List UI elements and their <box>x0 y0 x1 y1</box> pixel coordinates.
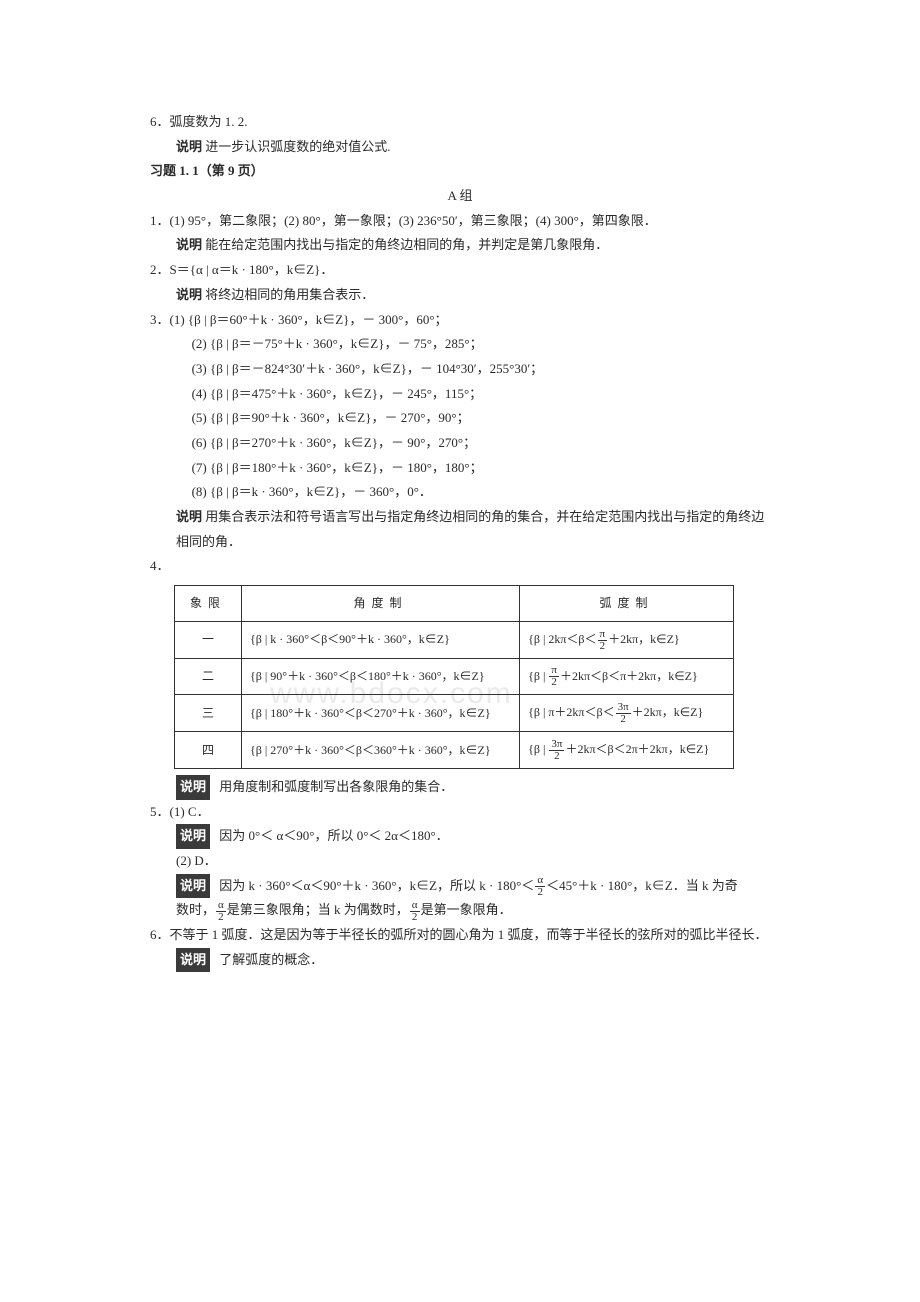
note-label: 说明 <box>176 237 202 252</box>
cell-radian: {β | π2＋2kπ＜β＜π＋2kπ，k∈Z} <box>520 658 734 695</box>
q3-line: (7) {β | β＝180°＋k · 360°，k∈Z}，－ 180°，180… <box>150 456 770 481</box>
fraction: π2 <box>598 629 608 652</box>
q4-num: 4． <box>150 554 770 579</box>
col-header: 象限 <box>175 586 242 622</box>
cell-radian: {β | π＋2kπ＜β＜3π2＋2kπ，k∈Z} <box>520 695 734 732</box>
cell-radian: {β | 2kπ＜β＜π2＋2kπ，k∈Z} <box>520 621 734 658</box>
q2-note: 说明 将终边相同的角用集合表示． <box>150 283 770 308</box>
rad-pre: {β | π＋2kπ＜β＜ <box>528 705 615 719</box>
note-text: 进一步认识弧度数的绝对值公式. <box>205 139 390 154</box>
rad-pre: {β | <box>528 742 548 756</box>
fraction: α2 <box>216 900 226 923</box>
note-label: 说明 <box>176 139 202 154</box>
cell-radian: {β | 3π2＋2kπ＜β＜2π＋2kπ，k∈Z} <box>520 732 734 769</box>
q4-note: 说明 用角度制和弧度制写出各象限角的集合． <box>150 775 770 800</box>
rad-post: ＋2kπ，k∈Z} <box>608 632 680 646</box>
q3-line: (3) {β | β＝－824°30′＋k · 360°，k∈Z}，－ 104°… <box>150 357 770 382</box>
note-label: 说明 <box>176 287 202 302</box>
q2-text: 2．S＝{α | α＝k · 180°，k∈Z}． <box>150 258 770 283</box>
rad-pre: {β | <box>528 669 548 683</box>
col-header: 角度制 <box>242 586 520 622</box>
cell-quadrant: 一 <box>175 621 242 658</box>
note-text: ＜45°＋k · 180°，k∈Z．当 k 为奇 <box>546 878 738 893</box>
q5-p1: 5．(1) C． <box>150 800 770 825</box>
note-text: 了解弧度的概念． <box>219 952 323 967</box>
table-row: 三 {β | 180°＋k · 360°＜β＜270°＋k · 360°，k∈Z… <box>175 695 734 732</box>
note-label: 说明 <box>176 824 210 849</box>
q3-note: 说明 用集合表示法和符号语言写出与指定角终边相同的角的集合，并在给定范围内找出与… <box>150 505 770 554</box>
q3-line: (2) {β | β＝－75°＋k · 360°，k∈Z}，－ 75°，285°… <box>150 332 770 357</box>
table-row: 四 {β | 270°＋k · 360°＜β＜360°＋k · 360°，k∈Z… <box>175 732 734 769</box>
q6-note: 说明 了解弧度的概念． <box>150 948 770 973</box>
fraction: α2 <box>535 875 545 898</box>
note-text: 将终边相同的角用集合表示． <box>205 287 374 302</box>
q5-p2: (2) D． <box>150 849 770 874</box>
q5-p2-line2: 数时，α2是第三象限角；当 k 为偶数时，α2是第一象限角． <box>150 898 770 923</box>
q1-text: 1．(1) 95°，第二象限；(2) 80°，第一象限；(3) 236°50′，… <box>150 209 770 234</box>
q6top-text: 6．弧度数为 1. 2. <box>150 110 770 135</box>
rad-post: ＋2kπ＜β＜2π＋2kπ，k∈Z} <box>565 742 709 756</box>
q3-line: (8) {β | β＝k · 360°，k∈Z}，－ 360°，0°． <box>150 480 770 505</box>
fraction: π2 <box>549 665 559 688</box>
note-label: 说明 <box>176 948 210 973</box>
q3-line: (6) {β | β＝270°＋k · 360°，k∈Z}，－ 90°，270°… <box>150 431 770 456</box>
exercise-header: 习题 1. 1（第 9 页） <box>150 159 770 184</box>
cell-degree: {β | k · 360°＜β＜90°＋k · 360°，k∈Z} <box>242 621 520 658</box>
cell-quadrant: 三 <box>175 695 242 732</box>
table-row: 一 {β | k · 360°＜β＜90°＋k · 360°，k∈Z} {β |… <box>175 621 734 658</box>
note-label: 说明 <box>176 775 210 800</box>
text: 数时， <box>176 902 215 917</box>
q6top-note: 说明 进一步认识弧度数的绝对值公式. <box>150 135 770 160</box>
group-a-label: A 组 <box>150 184 770 209</box>
table-row: 象限 角度制 弧度制 <box>175 586 734 622</box>
cell-degree: {β | 270°＋k · 360°＜β＜360°＋k · 360°，k∈Z} <box>242 732 520 769</box>
cell-degree: {β | 90°＋k · 360°＜β＜180°＋k · 360°，k∈Z} <box>242 658 520 695</box>
q3-head: 3．(1) {β | β＝60°＋k · 360°，k∈Z}，－ 300°，60… <box>150 308 770 333</box>
fraction: 3π2 <box>616 702 631 725</box>
rad-pre: {β | 2kπ＜β＜ <box>528 632 596 646</box>
q3-line: (4) {β | β＝475°＋k · 360°，k∈Z}，－ 245°，115… <box>150 382 770 407</box>
quadrant-table: 象限 角度制 弧度制 一 {β | k · 360°＜β＜90°＋k · 360… <box>174 585 734 769</box>
fraction: 3π2 <box>549 739 564 762</box>
cell-degree: {β | 180°＋k · 360°＜β＜270°＋k · 360°，k∈Z} <box>242 695 520 732</box>
table-row: 二 {β | 90°＋k · 360°＜β＜180°＋k · 360°，k∈Z}… <box>175 658 734 695</box>
note-text: 因为 k · 360°＜α＜90°＋k · 360°，k∈Z，所以 k · 18… <box>219 878 534 893</box>
note-label: 说明 <box>176 874 210 899</box>
fraction: α2 <box>410 900 420 923</box>
q3-line: (5) {β | β＝90°＋k · 360°，k∈Z}，－ 270°，90°； <box>150 406 770 431</box>
note-text: 用集合表示法和符号语言写出与指定角终边相同的角的集合，并在给定范围内找出与指定的… <box>176 509 764 549</box>
q1-note: 说明 能在给定范围内找出与指定的角终边相同的角，并判定是第几象限角． <box>150 233 770 258</box>
note-text: 用角度制和弧度制写出各象限角的集合． <box>219 779 453 794</box>
rad-post: ＋2kπ，k∈Z} <box>632 705 704 719</box>
col-header: 弧度制 <box>520 586 734 622</box>
note-text: 因为 0°＜ α＜90°，所以 0°＜ 2α＜180°． <box>219 828 448 843</box>
note-text: 能在给定范围内找出与指定的角终边相同的角，并判定是第几象限角． <box>205 237 608 252</box>
cell-quadrant: 四 <box>175 732 242 769</box>
note-label: 说明 <box>176 509 202 524</box>
text: 是第一象限角． <box>421 902 512 917</box>
text: 是第三象限角；当 k 为偶数时， <box>227 902 409 917</box>
cell-quadrant: 二 <box>175 658 242 695</box>
q5-p2-note: 说明 因为 k · 360°＜α＜90°＋k · 360°，k∈Z，所以 k ·… <box>150 874 770 899</box>
rad-post: ＋2kπ＜β＜π＋2kπ，k∈Z} <box>560 669 698 683</box>
q6-text: 6．不等于 1 弧度．这是因为等于半径长的弧所对的圆心角为 1 弧度，而等于半径… <box>150 923 770 948</box>
q5-p1-note: 说明 因为 0°＜ α＜90°，所以 0°＜ 2α＜180°． <box>150 824 770 849</box>
